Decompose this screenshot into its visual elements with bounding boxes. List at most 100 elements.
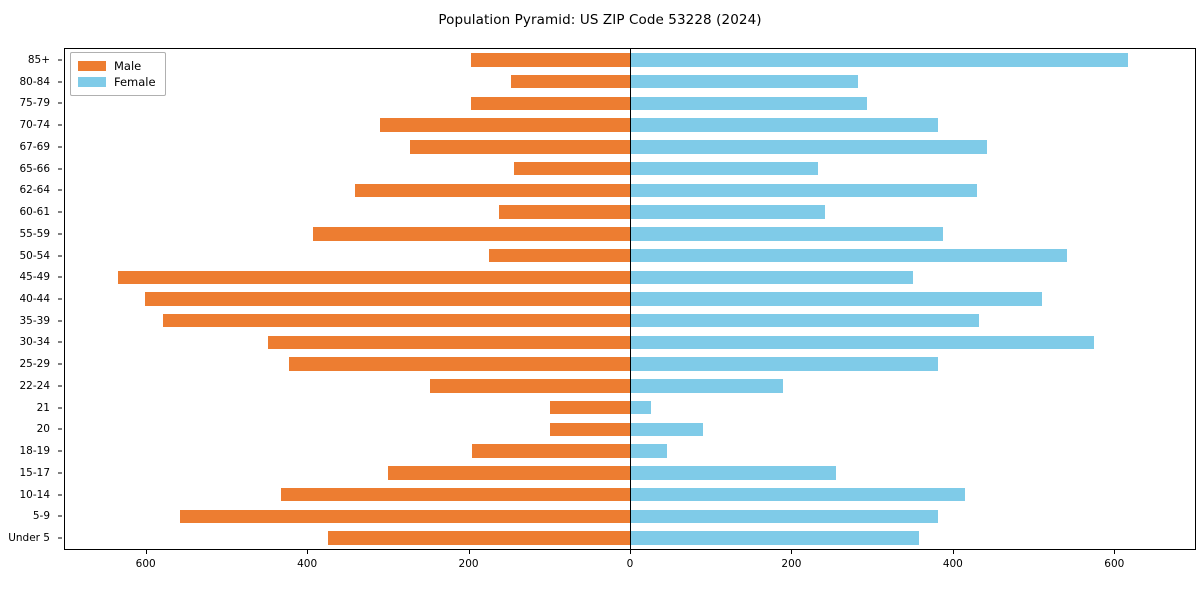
y-tick-label: 30-34: [19, 336, 50, 349]
legend-swatch-icon: [78, 77, 106, 87]
y-tick-label: 50-54: [19, 249, 50, 262]
legend-label: Male: [114, 59, 142, 73]
y-tick-mark: [58, 81, 62, 83]
bar-row: [65, 227, 1195, 241]
x-tick-label: 400: [297, 558, 318, 570]
bar-male: [550, 400, 630, 415]
bar-row: [65, 444, 1195, 458]
y-tick-mark: [58, 255, 62, 257]
bar-male: [288, 357, 630, 371]
x-tick-label: 0: [626, 558, 634, 570]
bar-row: [65, 335, 1195, 350]
bar-row: [65, 205, 1195, 219]
bar-female: [630, 270, 913, 284]
y-tick-label: 62-64: [19, 184, 50, 197]
bar-male: [354, 183, 630, 198]
y-tick-label: 5-9: [32, 510, 50, 523]
y-tick-label: 25-29: [19, 358, 50, 371]
y-tick-mark: [58, 146, 62, 148]
y-tick-mark: [58, 124, 62, 126]
y-tick-mark: [58, 407, 62, 409]
y-tick-label: 80-84: [19, 75, 50, 88]
plot-area: [64, 48, 1196, 550]
bar-male: [550, 422, 630, 437]
x-tick-mark: [791, 550, 793, 554]
bar-row: [65, 140, 1195, 154]
bar-row: [65, 400, 1195, 415]
bar-row: [65, 314, 1195, 328]
y-tick-mark: [58, 211, 62, 213]
bar-male: [470, 53, 630, 67]
bar-male: [511, 74, 630, 89]
chart-legend: Male Female: [70, 52, 166, 96]
legend-item-male[interactable]: Male: [78, 58, 156, 74]
bar-row: [65, 270, 1195, 284]
y-tick-label: 70-74: [19, 119, 50, 132]
bar-male: [429, 379, 630, 393]
x-tick-label: 200: [781, 558, 802, 570]
legend-item-female[interactable]: Female: [78, 74, 156, 90]
x-tick-mark: [952, 550, 954, 554]
bar-row: [65, 96, 1195, 111]
y-tick-label: 15-17: [19, 466, 50, 479]
bar-female: [630, 400, 651, 415]
bar-female: [630, 74, 858, 89]
bar-row: [65, 357, 1195, 371]
legend-label: Female: [114, 75, 156, 89]
y-tick-mark: [58, 189, 62, 191]
bar-row: [65, 248, 1195, 263]
y-tick-mark: [58, 385, 62, 387]
bar-male: [379, 118, 630, 132]
y-tick-mark: [58, 363, 62, 365]
y-tick-mark: [58, 168, 62, 170]
bar-female: [630, 314, 979, 328]
bar-row: [65, 379, 1195, 393]
y-tick-mark: [58, 450, 62, 452]
bar-female: [630, 466, 836, 480]
bar-row: [65, 53, 1195, 67]
y-tick-label: 10-14: [19, 488, 50, 501]
x-tick-label: 600: [135, 558, 156, 570]
bar-male: [328, 531, 630, 545]
bar-female: [630, 140, 987, 154]
y-tick-label: 67-69: [19, 140, 50, 153]
bar-female: [630, 444, 668, 458]
y-tick-mark: [58, 276, 62, 278]
bar-male: [488, 248, 630, 263]
y-tick-label: 60-61: [19, 206, 50, 219]
x-axis: 600 400 200 0 200 400 600: [64, 550, 1196, 590]
x-tick-label: 600: [1104, 558, 1125, 570]
y-tick-mark: [58, 59, 62, 61]
bar-row: [65, 161, 1195, 176]
x-tick-mark: [307, 550, 309, 554]
bar-female: [630, 292, 1043, 306]
bar-male: [179, 509, 630, 524]
bar-row: [65, 531, 1195, 545]
y-tick-mark: [58, 537, 62, 539]
x-tick-mark: [468, 550, 470, 554]
y-tick-label: 45-49: [19, 271, 50, 284]
bar-female: [630, 161, 819, 176]
x-tick-mark: [1114, 550, 1116, 554]
bar-female: [630, 509, 939, 524]
bar-row: [65, 118, 1195, 132]
y-tick-label: 65-66: [19, 162, 50, 175]
y-tick-label: 40-44: [19, 293, 50, 305]
y-tick-mark: [58, 233, 62, 235]
bar-row: [65, 487, 1195, 502]
x-tick-label: 200: [458, 558, 479, 570]
x-tick-label: 400: [942, 558, 963, 570]
bar-male: [312, 227, 630, 241]
y-tick-label: 85+: [27, 53, 50, 66]
bar-male: [267, 335, 630, 350]
y-tick-mark: [58, 102, 62, 104]
bar-male: [470, 96, 630, 111]
bar-female: [630, 531, 919, 545]
bar-male: [471, 444, 630, 458]
bar-female: [630, 96, 868, 111]
y-tick-mark: [58, 341, 62, 343]
y-tick-label: 35-39: [19, 314, 50, 327]
y-tick-label: 55-59: [19, 227, 50, 240]
bar-female: [630, 487, 965, 502]
bar-male: [387, 466, 630, 480]
